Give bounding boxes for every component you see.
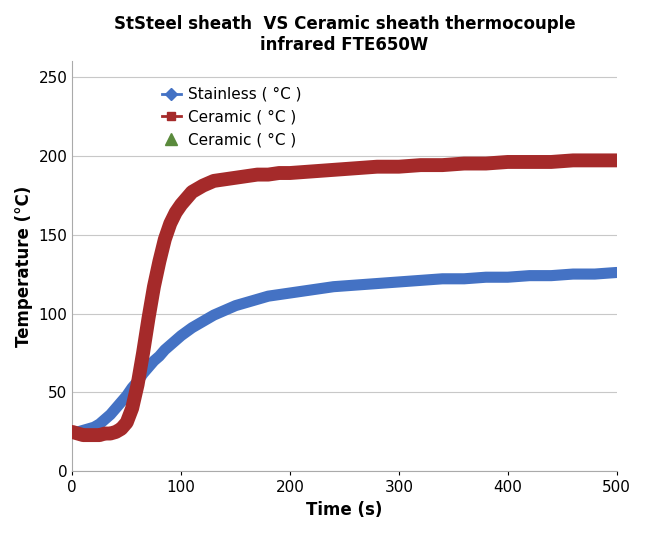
Legend: Stainless ( °C ), Ceramic ( °C ), Ceramic ( °C ): Stainless ( °C ), Ceramic ( °C ), Cerami… (156, 81, 308, 153)
Y-axis label: Temperature (°C): Temperature (°C) (15, 185, 33, 347)
X-axis label: Time (s): Time (s) (306, 501, 382, 519)
Title: StSteel sheath  VS Ceramic sheath thermocouple
infrared FTE650W: StSteel sheath VS Ceramic sheath thermoc… (114, 15, 575, 54)
